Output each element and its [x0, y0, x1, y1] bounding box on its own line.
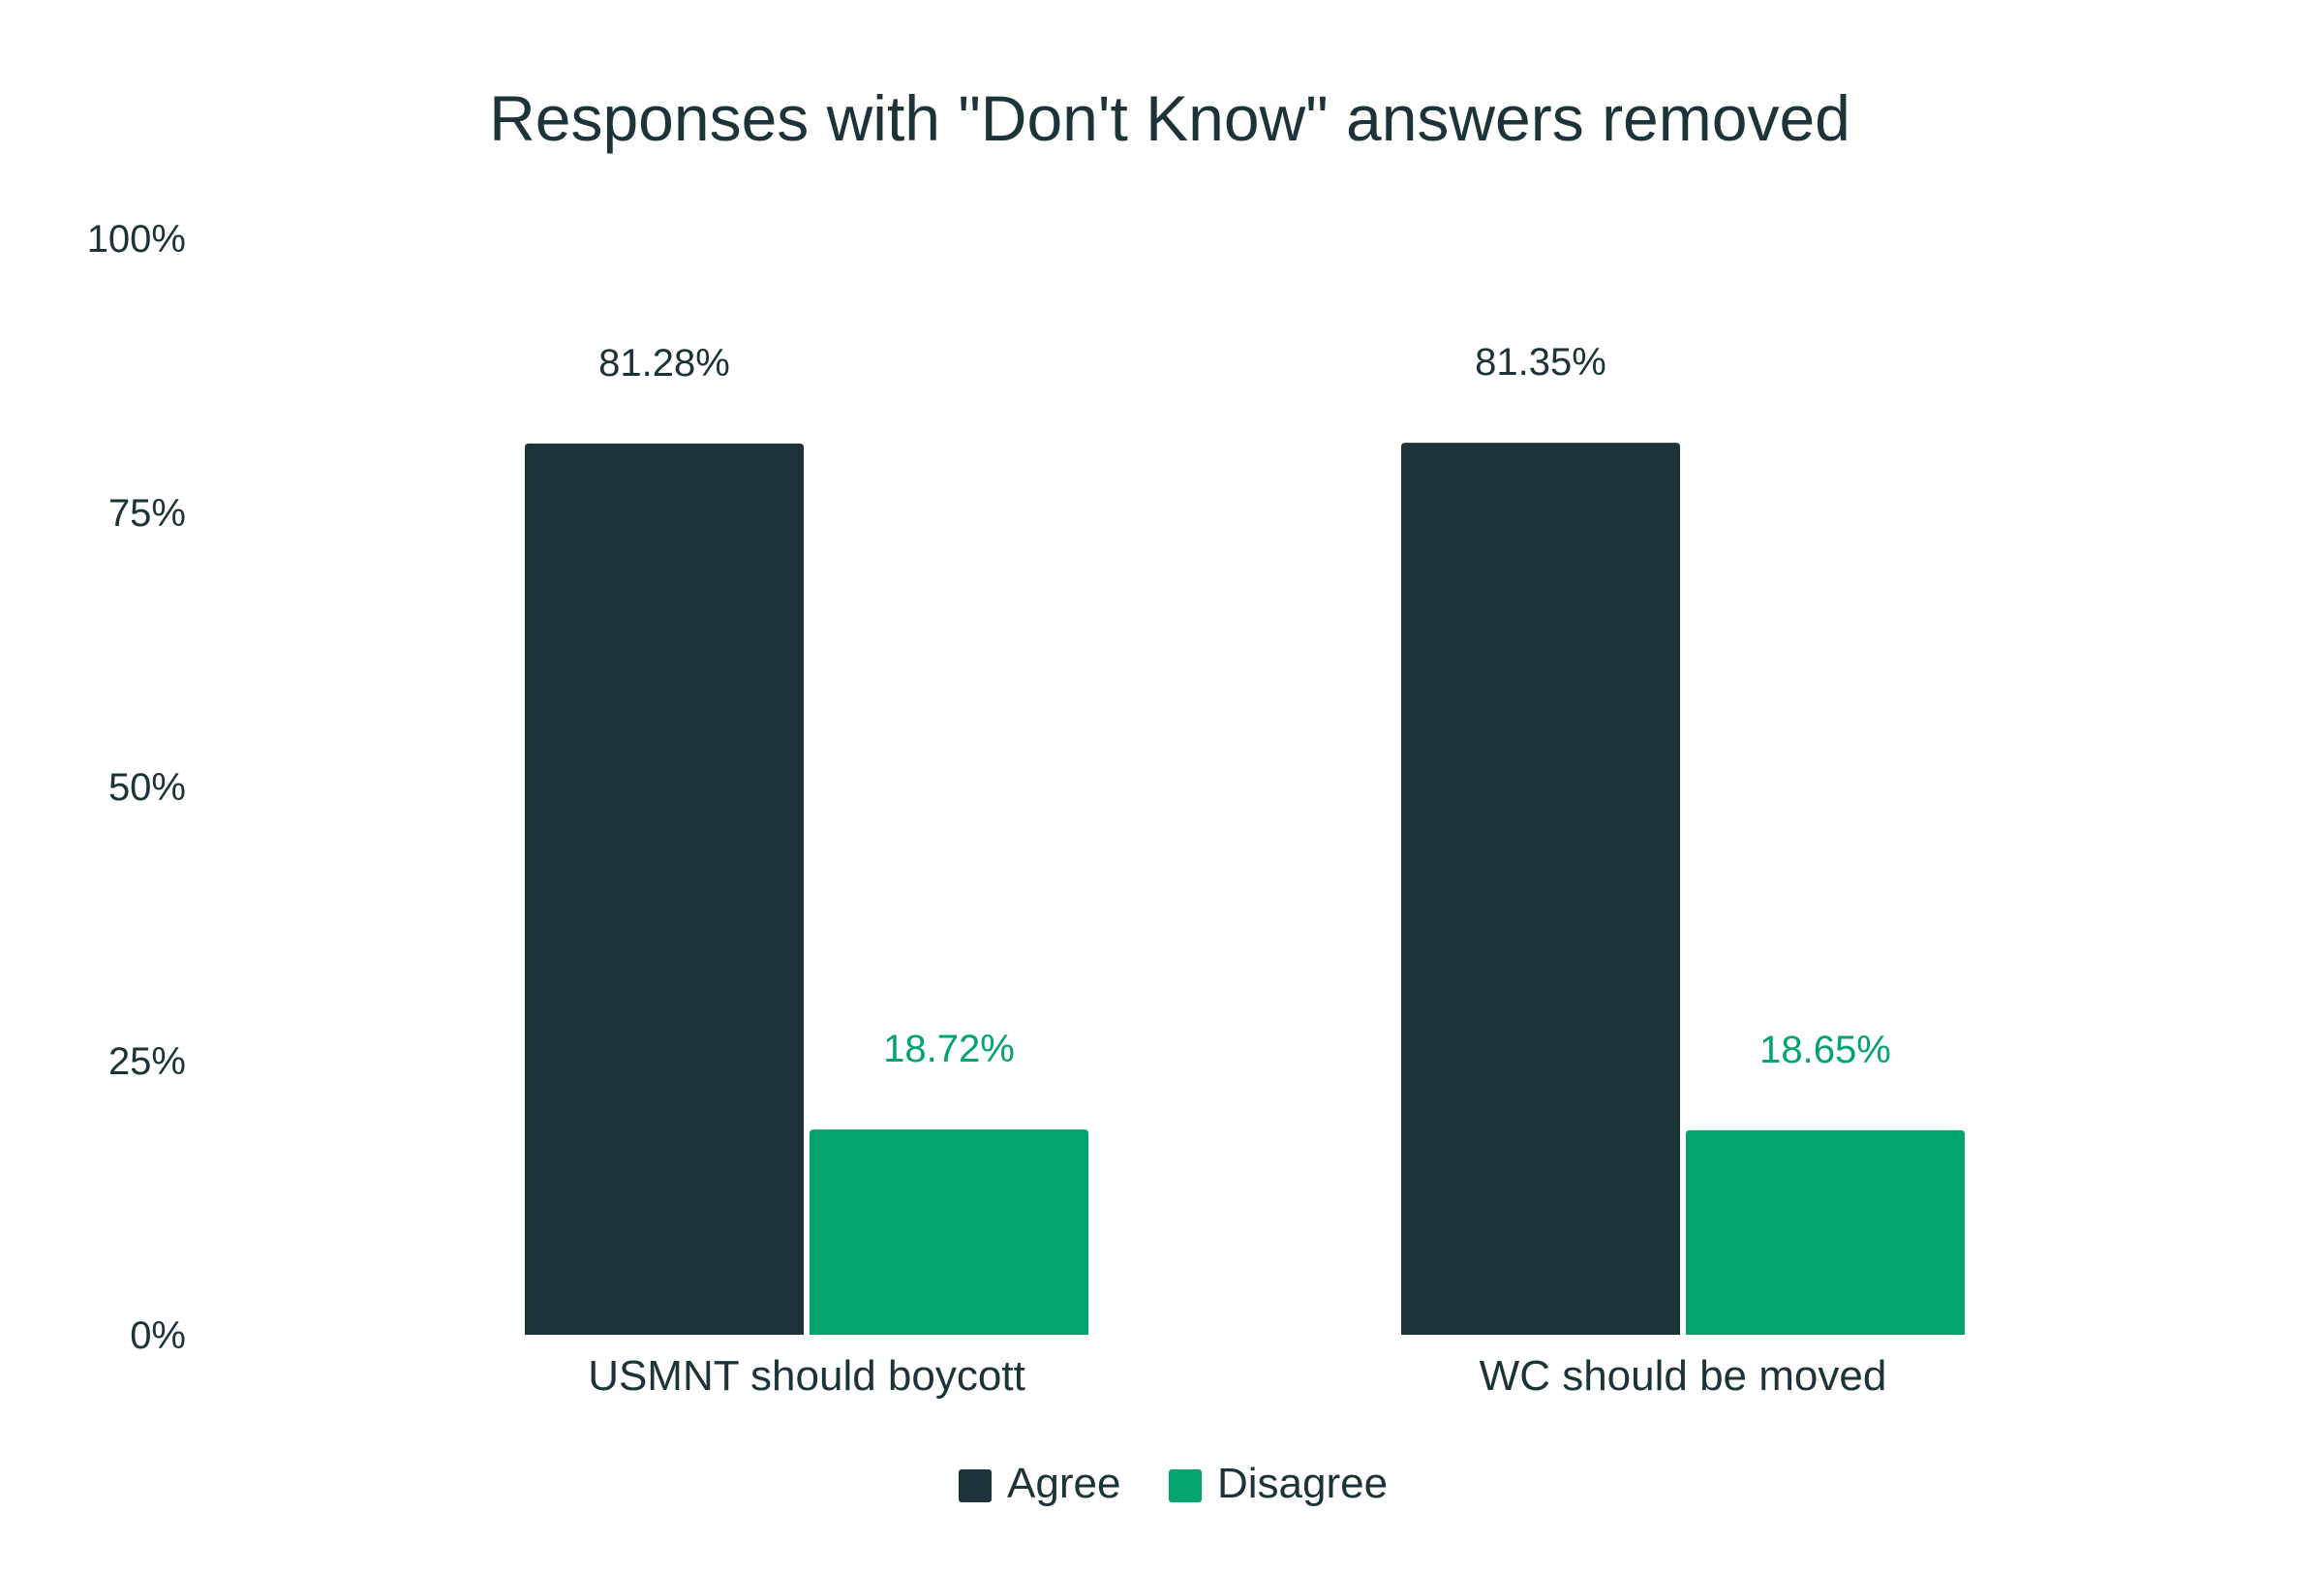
- y-tick-label: 75%: [108, 492, 186, 535]
- x-category-label: WC should be moved: [1480, 1352, 1887, 1400]
- legend-label-agree: Agree: [1007, 1460, 1120, 1507]
- chart-title: Responses with "Don't Know" answers remo…: [489, 82, 1850, 154]
- bar-agree-1: [525, 443, 804, 1335]
- y-tick-label: 50%: [108, 766, 186, 809]
- bar-agree-2: [1401, 443, 1680, 1335]
- x-axis: USMNT should boycott WC should be moved: [588, 1352, 1886, 1400]
- y-tick-label: 100%: [87, 218, 186, 261]
- data-label-agree-2: 81.35%: [1475, 341, 1606, 384]
- legend-swatch-agree: [959, 1469, 992, 1502]
- x-category-label: USMNT should boycott: [588, 1352, 1025, 1400]
- bar-disagree-1: [810, 1129, 1088, 1335]
- data-label-disagree-1: 18.72%: [883, 1028, 1015, 1070]
- y-tick-label: 25%: [108, 1040, 186, 1083]
- bars: [525, 443, 1965, 1335]
- data-label-disagree-2: 18.65%: [1759, 1029, 1891, 1071]
- data-label-agree-1: 81.28%: [598, 342, 730, 385]
- legend: Agree Disagree: [959, 1460, 1388, 1507]
- legend-swatch-disagree: [1169, 1469, 1202, 1502]
- data-labels: 81.28% 18.72% 81.35% 18.65%: [598, 341, 1891, 1071]
- y-axis: 0% 25% 50% 75% 100%: [87, 218, 186, 1357]
- y-tick-label: 0%: [130, 1314, 186, 1357]
- bar-disagree-2: [1686, 1129, 1965, 1335]
- legend-label-disagree: Disagree: [1217, 1460, 1388, 1507]
